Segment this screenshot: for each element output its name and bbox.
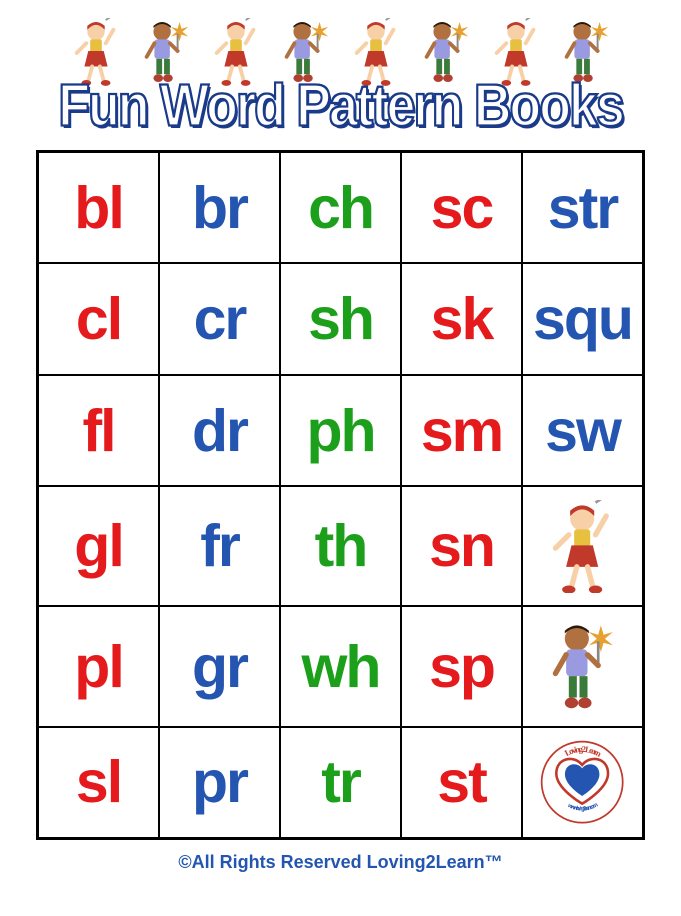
pattern-cell-squ: squ	[522, 263, 643, 374]
pattern-cell-st: st	[401, 727, 522, 838]
pattern-cell-tr: tr	[280, 727, 401, 838]
pattern-cell-th: th	[280, 486, 401, 606]
page-title: Fun Word Pattern Books	[0, 76, 681, 136]
pattern-cell-fr: fr	[159, 486, 280, 606]
pattern-cell-ch: ch	[280, 152, 401, 263]
pattern-cell-cl: cl	[38, 263, 159, 374]
pattern-cell-sc: sc	[401, 152, 522, 263]
pattern-cell-sh: sh	[280, 263, 401, 374]
pattern-grid: blbrchscstr clcrshsksqu fldrphsmsw glfrthsn…	[36, 150, 645, 840]
pattern-cell-sm: sm	[401, 375, 522, 486]
pattern-cell-sk: sk	[401, 263, 522, 374]
pattern-cell-sl: sl	[38, 727, 159, 838]
pattern-cell-sp: sp	[401, 606, 522, 726]
pattern-cell-wh: wh	[280, 606, 401, 726]
copyright-footer: ©All Rights Reserved Loving2Learn™	[0, 852, 681, 873]
pattern-cell-sw: sw	[522, 375, 643, 486]
pattern-cell-pl: pl	[38, 606, 159, 726]
grid-image-kid-girl	[522, 486, 643, 606]
grid-image-kid-boy	[522, 606, 643, 726]
pattern-cell-pr: pr	[159, 727, 280, 838]
pattern-cell-gr: gr	[159, 606, 280, 726]
pattern-cell-gl: gl	[38, 486, 159, 606]
pattern-cell-str: str	[522, 152, 643, 263]
pattern-cell-br: br	[159, 152, 280, 263]
pattern-cell-dr: dr	[159, 375, 280, 486]
pattern-cell-sn: sn	[401, 486, 522, 606]
pattern-cell-cr: cr	[159, 263, 280, 374]
pattern-cell-bl: bl	[38, 152, 159, 263]
grid-image-logo: Loving 2 Learn www.loving2learn.com	[522, 727, 643, 838]
pattern-cell-ph: ph	[280, 375, 401, 486]
pattern-cell-fl: fl	[38, 375, 159, 486]
